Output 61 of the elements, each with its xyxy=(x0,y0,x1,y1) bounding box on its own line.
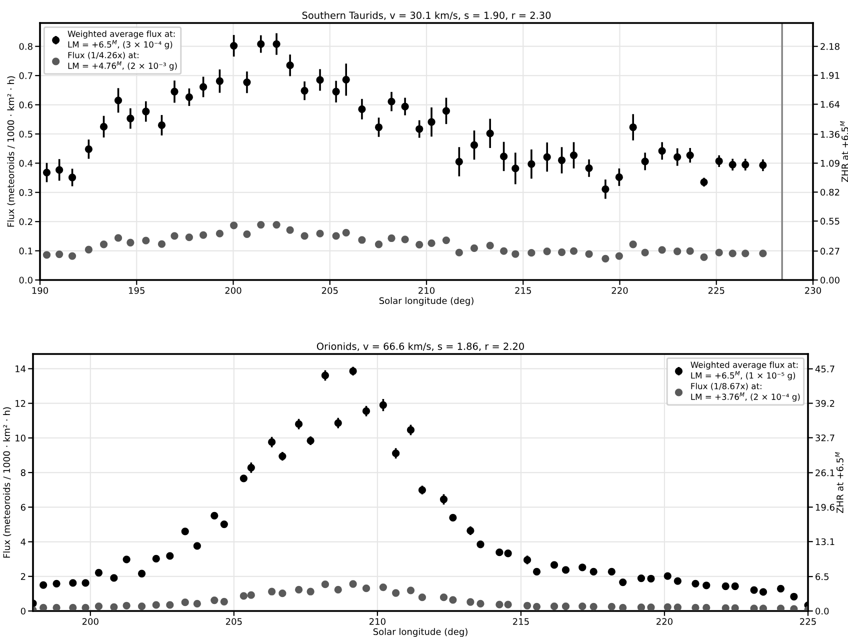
y-tick-label: 0.2 xyxy=(19,218,32,226)
x-tick-label: 210 xyxy=(418,287,435,294)
y-tick-label: 0.6 xyxy=(19,102,32,108)
x-tick-label: 215 xyxy=(513,618,529,625)
x-axis-title: Solar longitude (deg) xyxy=(373,628,468,637)
y-axis-title: Flux (meteoroids / 1000 · km² · h) xyxy=(7,76,16,227)
x-axis-title: Solar longitude (deg) xyxy=(379,297,474,306)
y-tick-label: 0.8 xyxy=(19,43,32,50)
y2-axis-title: ZHR at +6.5$^{M}$ xyxy=(840,121,848,182)
y2-tick-label: 45.7 xyxy=(815,366,834,372)
y2-tick-label: 2.18 xyxy=(820,43,840,50)
y2-tick-label: 13.1 xyxy=(816,538,834,546)
legend-label: Flux (1/4.26x) at: LM = +4.76$^{M}$, (2 × 10⁻³ g) xyxy=(68,52,177,71)
y-tick-label: 0.7 xyxy=(19,72,32,80)
chart-title: Southern Taurids, v = 30.1 km/s, s = 1.90, r = 2.30 xyxy=(302,11,551,20)
y-tick-label: 14 xyxy=(16,366,26,372)
y2-tick-label: 0.0 xyxy=(816,608,829,615)
y-tick-label: 0.1 xyxy=(19,248,32,254)
y-tick-label: 0.0 xyxy=(19,276,32,284)
y-tick-label: 8 xyxy=(20,469,26,476)
x-tick-label: 230 xyxy=(805,287,822,294)
y2-tick-label: 32.7 xyxy=(816,434,834,442)
y2-tick-label: 1.36 xyxy=(820,130,840,138)
x-tick-label: 220 xyxy=(612,287,628,294)
y-tick-label: 4 xyxy=(20,538,26,546)
x-tick-label: 205 xyxy=(322,287,338,294)
y-tick-label: 0.5 xyxy=(19,130,32,138)
x-tick-label: 215 xyxy=(515,287,531,294)
legend-label: Flux (1/8.67x) at: LM = +3.76$^{M}$, (2 × 10⁻⁴ g) xyxy=(691,382,800,402)
y-axis-title: Flux (meteoroids / 1000 · km² · h) xyxy=(3,407,12,558)
y-tick-label: 0 xyxy=(20,608,26,615)
x-tick-label: 200 xyxy=(225,287,242,294)
y2-tick-label: 19.6 xyxy=(816,504,834,511)
x-tick-label: 195 xyxy=(129,287,144,294)
y-tick-label: 6 xyxy=(20,504,26,511)
y2-tick-label: 26.1 xyxy=(816,469,834,476)
y-tick-label: 0.4 xyxy=(19,160,33,167)
y2-tick-label: 0.00 xyxy=(820,276,840,284)
y2-tick-label: 1.09 xyxy=(820,160,840,167)
x-tick-label: 200 xyxy=(82,618,98,625)
y2-axis-title: ZHR at +6.5$^{M}$ xyxy=(835,452,844,514)
y2-tick-label: 0.55 xyxy=(820,218,840,225)
x-tick-label: 225 xyxy=(800,618,816,625)
y2-tick-label: 1.91 xyxy=(820,72,840,79)
x-tick-label: 220 xyxy=(656,618,672,625)
y2-tick-label: 39.2 xyxy=(816,400,834,407)
y2-tick-label: 0.27 xyxy=(820,248,840,255)
y-tick-label: 0.3 xyxy=(19,189,32,196)
x-tick-label: 205 xyxy=(226,618,242,625)
x-tick-label: 225 xyxy=(708,287,724,294)
y-tick-label: 2 xyxy=(20,573,26,580)
y2-tick-label: 0.82 xyxy=(820,188,840,196)
chart-title: Orionids, v = 66.6 km/s, s = 1.86, r = 2.20 xyxy=(316,342,524,351)
y2-tick-label: 6.5 xyxy=(816,573,829,580)
y-tick-label: 10 xyxy=(16,434,26,442)
y-tick-label: 12 xyxy=(16,400,26,407)
y2-tick-label: 1.64 xyxy=(820,100,840,108)
x-tick-label: 190 xyxy=(32,287,48,294)
x-tick-label: 210 xyxy=(369,618,386,625)
legend-label: Weighted average flux at: LM = +6.5$^{M}$, (3 × 10⁻⁴ g) xyxy=(68,30,175,50)
legend-label: Weighted average flux at: LM = +6.5$^{M}$, (1 × 10⁻⁵ g) xyxy=(690,362,798,380)
